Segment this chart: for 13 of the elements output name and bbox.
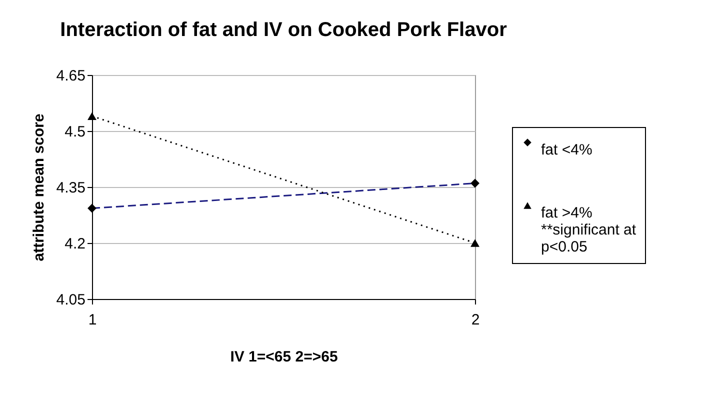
y-tick-label: 4.5 (64, 124, 86, 140)
y-tick-label: 4.05 (56, 292, 86, 308)
legend-label: fat >4% (541, 204, 592, 222)
y-tick-label: 4.35 (56, 180, 86, 196)
x-tick-label: 2 (471, 312, 480, 328)
legend-label: fat <4% (541, 142, 592, 158)
text: **significant at p<0.05 (541, 222, 637, 256)
chart-title: Interaction of fat and IV on Cooked Pork Flavor (60, 19, 508, 41)
y-tick-label: 4.65 (56, 68, 86, 84)
y-tick-label: 4.2 (64, 236, 86, 252)
x-tick-label: 1 (88, 312, 97, 328)
x-axis-title: IV 1=<65 2=>65 (230, 348, 338, 366)
y-axis-title: attribute mean score (30, 114, 48, 262)
